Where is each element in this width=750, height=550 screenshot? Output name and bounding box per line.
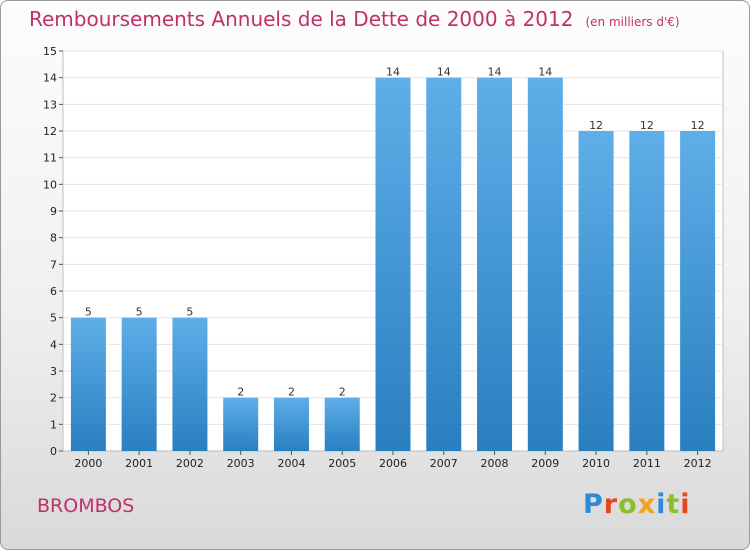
bar-value-label: 12 — [640, 119, 654, 132]
bar-value-label: 14 — [386, 66, 400, 79]
bar-2004 — [273, 397, 309, 451]
logo-letter: P — [583, 489, 604, 520]
y-tick-label: 5 — [50, 312, 57, 325]
bar-2001 — [121, 317, 157, 451]
y-tick-label: 1 — [50, 418, 57, 431]
logo-letter: i — [656, 489, 667, 520]
x-tick-label: 2005 — [328, 457, 356, 470]
commune-name: BROMBOS — [37, 495, 135, 517]
bar-2002 — [172, 317, 208, 451]
bar-2007 — [426, 77, 462, 452]
bar-2006 — [375, 77, 411, 452]
x-tick-label: 2000 — [74, 457, 102, 470]
bar-2008 — [477, 77, 513, 452]
y-tick-label: 4 — [50, 338, 57, 351]
x-tick-label: 2003 — [227, 457, 255, 470]
bars: 5 5 5 2 2 2 14 14 14 14 12 12 12 — [70, 66, 716, 452]
y-tick-label: 10 — [43, 178, 57, 191]
chart-title-text: Remboursements Annuels de la Dette de 20… — [29, 7, 574, 31]
x-axis: 2000 2001 2002 2003 2004 2005 2006 2007 2008 2009… — [74, 451, 712, 470]
bar-2000 — [70, 317, 106, 451]
x-tick-label: 2010 — [582, 457, 610, 470]
y-tick-label: 9 — [50, 205, 57, 218]
y-tick-label: 6 — [50, 285, 57, 298]
bar-value-label: 2 — [237, 386, 244, 399]
x-tick-label: 2001 — [125, 457, 153, 470]
logo-letter: i — [680, 489, 691, 520]
x-tick-label: 2008 — [481, 457, 509, 470]
x-tick-label: 2002 — [176, 457, 204, 470]
y-tick-label: 0 — [50, 445, 57, 458]
x-tick-label: 2004 — [277, 457, 305, 470]
y-tick-label: 2 — [50, 392, 57, 405]
y-tick-label: 13 — [43, 98, 57, 111]
y-tick-label: 11 — [43, 152, 57, 165]
bar-value-label: 14 — [538, 66, 552, 79]
bar-value-label: 5 — [85, 306, 92, 319]
bar-2003 — [223, 397, 259, 451]
bar-value-label: 5 — [136, 306, 143, 319]
x-tick-label: 2009 — [531, 457, 559, 470]
bar-2005 — [324, 397, 360, 451]
logo-letter: x — [637, 489, 657, 520]
x-tick-label: 2011 — [633, 457, 661, 470]
bar-2010 — [578, 131, 614, 451]
logo-letter: t — [666, 489, 681, 520]
y-tick-label: 3 — [50, 365, 57, 378]
bar-value-label: 12 — [691, 119, 705, 132]
bar-2009 — [527, 77, 563, 452]
bar-value-label: 2 — [288, 386, 295, 399]
chart-unit: (en milliers d'€) — [585, 15, 680, 29]
x-tick-label: 2006 — [379, 457, 407, 470]
bar-value-label: 14 — [437, 66, 451, 79]
bar-2011 — [629, 131, 665, 451]
y-tick-label: 15 — [43, 45, 57, 58]
bar-value-label: 12 — [589, 119, 603, 132]
y-tick-label: 7 — [50, 258, 57, 271]
y-tick-label: 12 — [43, 125, 57, 138]
y-tick-label: 14 — [43, 72, 57, 85]
bar-value-label: 2 — [339, 386, 346, 399]
bar-value-label: 14 — [488, 66, 502, 79]
y-tick-label: 8 — [50, 232, 57, 245]
logo-letter: r — [603, 489, 619, 520]
x-tick-label: 2012 — [684, 457, 712, 470]
chart-title: Remboursements Annuels de la Dette de 20… — [29, 7, 680, 31]
x-tick-label: 2007 — [430, 457, 458, 470]
bar-2012 — [680, 131, 716, 451]
bar-value-label: 5 — [186, 306, 193, 319]
logo-letter: o — [618, 489, 638, 520]
proxiti-logo: Proxiti — [583, 489, 691, 520]
